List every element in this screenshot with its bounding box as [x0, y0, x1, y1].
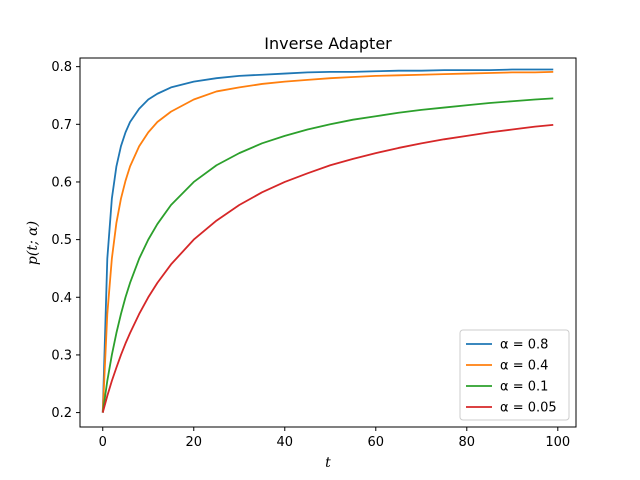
- series-line-2: [101, 97, 554, 413]
- x-tick-label: 80: [459, 435, 476, 450]
- y-tick-label: 0.6: [51, 175, 72, 190]
- x-tick-label: 40: [276, 435, 293, 450]
- y-tick-label: 0.8: [51, 60, 72, 75]
- x-tick-label: 0: [99, 435, 107, 450]
- chart-title: Inverse Adapter: [264, 34, 392, 53]
- legend-box: [459, 329, 570, 421]
- y-tick-label: 0.7: [51, 118, 72, 133]
- plot-area: [79, 57, 577, 428]
- legend-entry-label: α = 0.1: [500, 380, 548, 395]
- x-axis-label: t: [325, 455, 331, 471]
- y-tick-label: 0.5: [51, 233, 72, 248]
- legend: α = 0.8 α = 0.4 α = 0.1 α = 0.05: [459, 329, 570, 421]
- series-line-1: [101, 70, 554, 413]
- y-tick-label: 0.2: [51, 406, 72, 421]
- y-tick-label: 0.3: [51, 348, 72, 363]
- plot-frame: [79, 57, 577, 428]
- series-line-0: [101, 68, 554, 413]
- series-line-3: [101, 123, 554, 413]
- x-tick-label: 60: [368, 435, 385, 450]
- y-axis-label: p(t; α): [25, 221, 41, 265]
- legend-entry-label: α = 0.05: [500, 401, 557, 416]
- x-tick-label: 20: [185, 435, 202, 450]
- x-tick-label: 100: [545, 435, 570, 450]
- y-tick-label: 0.4: [51, 291, 72, 306]
- legend-entry-label: α = 0.8: [500, 338, 548, 353]
- legend-entry-label: α = 0.4: [500, 359, 548, 374]
- x-axis: 0 20 40 60 80 100: [99, 427, 570, 450]
- y-axis: 0.2 0.3 0.4 0.5 0.6 0.7 0.8: [51, 60, 80, 421]
